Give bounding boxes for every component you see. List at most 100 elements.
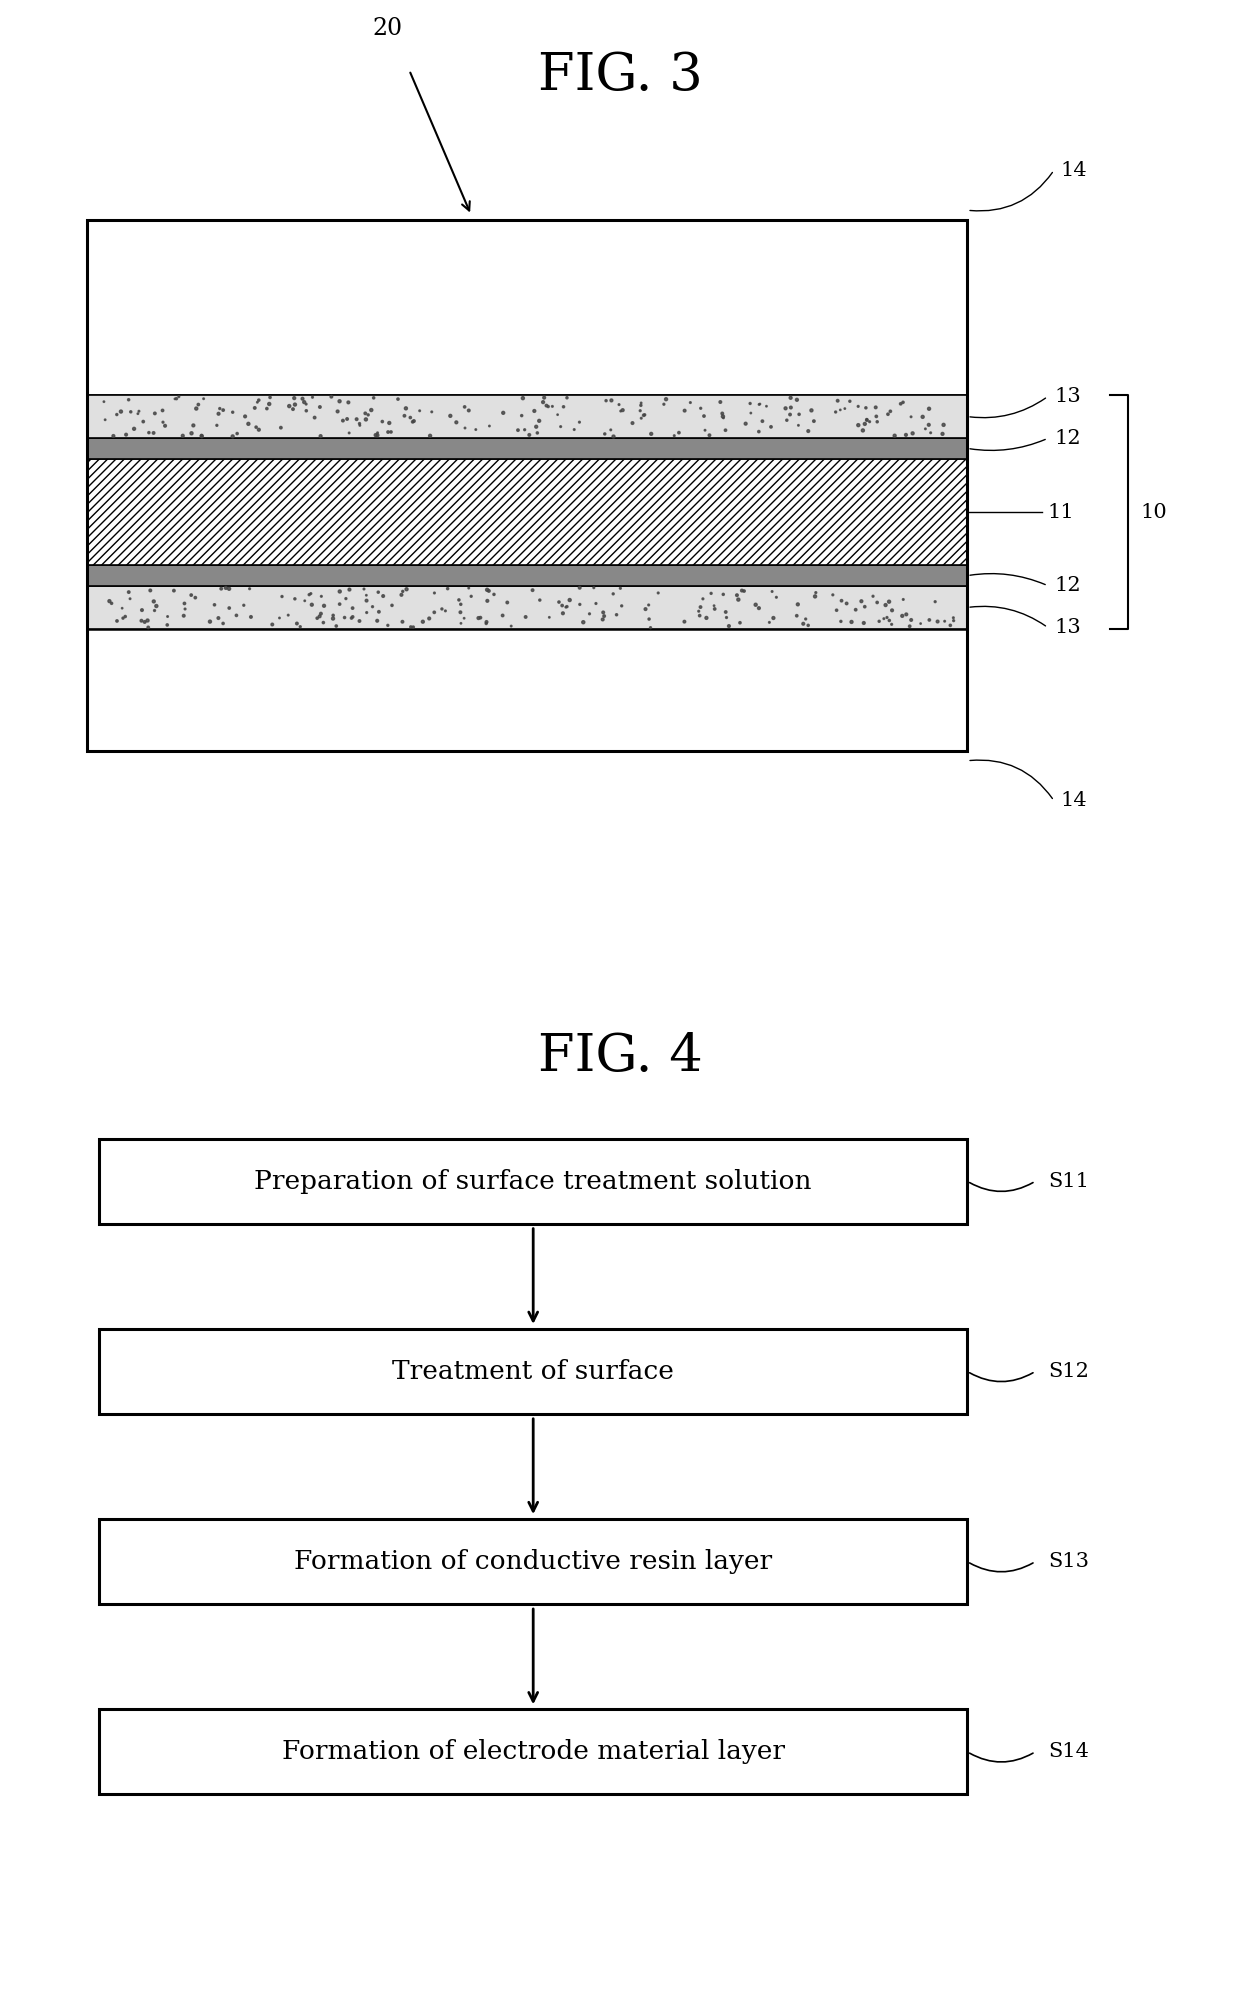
Point xyxy=(205,589,224,621)
Point xyxy=(308,603,327,635)
Point xyxy=(742,396,761,428)
Point xyxy=(284,382,304,414)
Point xyxy=(181,416,201,448)
Point xyxy=(461,581,481,613)
Point xyxy=(181,579,201,611)
Point xyxy=(339,386,358,418)
Point xyxy=(867,587,887,619)
Point xyxy=(342,601,362,633)
Point xyxy=(781,392,801,424)
Point xyxy=(694,400,714,432)
Point xyxy=(330,384,350,416)
Point xyxy=(451,607,471,639)
Point xyxy=(787,601,807,633)
Point xyxy=(542,390,562,422)
Point xyxy=(584,573,604,605)
Point xyxy=(381,416,401,448)
Point xyxy=(893,583,913,615)
Point xyxy=(327,396,347,428)
Point xyxy=(569,573,589,605)
Point xyxy=(356,579,376,611)
Point xyxy=(269,603,289,635)
Point xyxy=(223,420,243,452)
Point xyxy=(247,410,267,442)
Point xyxy=(806,577,826,609)
Point xyxy=(480,410,500,442)
Point xyxy=(492,599,512,631)
Point xyxy=(311,581,331,613)
Point xyxy=(236,400,255,432)
Point xyxy=(350,408,370,440)
Bar xyxy=(87,220,967,394)
Point xyxy=(601,384,621,416)
Point xyxy=(103,420,123,452)
Point xyxy=(355,573,374,605)
Point xyxy=(244,392,264,424)
Point xyxy=(166,382,186,414)
Text: 10: 10 xyxy=(1141,503,1168,521)
Point xyxy=(522,575,542,607)
Point xyxy=(227,599,247,631)
Text: 14: 14 xyxy=(1060,791,1086,811)
Point xyxy=(484,579,503,611)
Point xyxy=(940,609,960,641)
Point xyxy=(901,400,921,432)
Point xyxy=(138,605,157,637)
Point xyxy=(153,406,172,438)
Point xyxy=(219,573,239,605)
Bar xyxy=(99,1520,967,1604)
Point xyxy=(350,408,370,440)
Point xyxy=(368,577,388,609)
Point xyxy=(539,601,559,633)
Point xyxy=(711,386,730,418)
Point xyxy=(397,573,417,605)
Point xyxy=(713,402,733,434)
Point xyxy=(740,388,760,420)
Point xyxy=(728,583,748,615)
Point xyxy=(337,402,357,434)
Point xyxy=(529,404,549,436)
Point xyxy=(144,416,164,448)
Point xyxy=(131,605,151,637)
Point xyxy=(925,587,945,619)
Point xyxy=(867,400,887,432)
Point xyxy=(210,392,229,424)
Point xyxy=(631,386,651,418)
Point xyxy=(799,414,818,446)
Point xyxy=(120,396,140,428)
Point xyxy=(234,589,254,621)
Point xyxy=(469,603,489,635)
Point xyxy=(749,416,769,448)
Point xyxy=(639,589,658,621)
Point xyxy=(557,591,577,623)
Point xyxy=(157,601,177,633)
Point xyxy=(593,603,613,635)
Point xyxy=(356,396,376,428)
Point xyxy=(689,601,709,633)
Point xyxy=(559,585,579,617)
Point xyxy=(622,406,642,438)
Point xyxy=(753,404,773,436)
Point xyxy=(749,593,769,625)
Point xyxy=(848,408,868,440)
Point xyxy=(879,605,899,637)
Point xyxy=(587,587,606,619)
Point xyxy=(340,416,360,448)
Point xyxy=(649,577,668,609)
Text: S11: S11 xyxy=(1048,1171,1089,1191)
Point xyxy=(611,591,631,623)
Point xyxy=(296,388,316,420)
Point xyxy=(604,420,624,452)
Point xyxy=(696,414,715,446)
Bar xyxy=(87,629,967,751)
Point xyxy=(358,398,378,430)
Point xyxy=(675,607,694,639)
Point xyxy=(701,577,720,609)
Point xyxy=(140,575,160,607)
Point xyxy=(799,609,818,641)
Point xyxy=(552,589,572,621)
Point xyxy=(653,388,673,420)
Point xyxy=(357,585,377,617)
Bar xyxy=(99,1710,967,1794)
Point xyxy=(357,597,377,629)
